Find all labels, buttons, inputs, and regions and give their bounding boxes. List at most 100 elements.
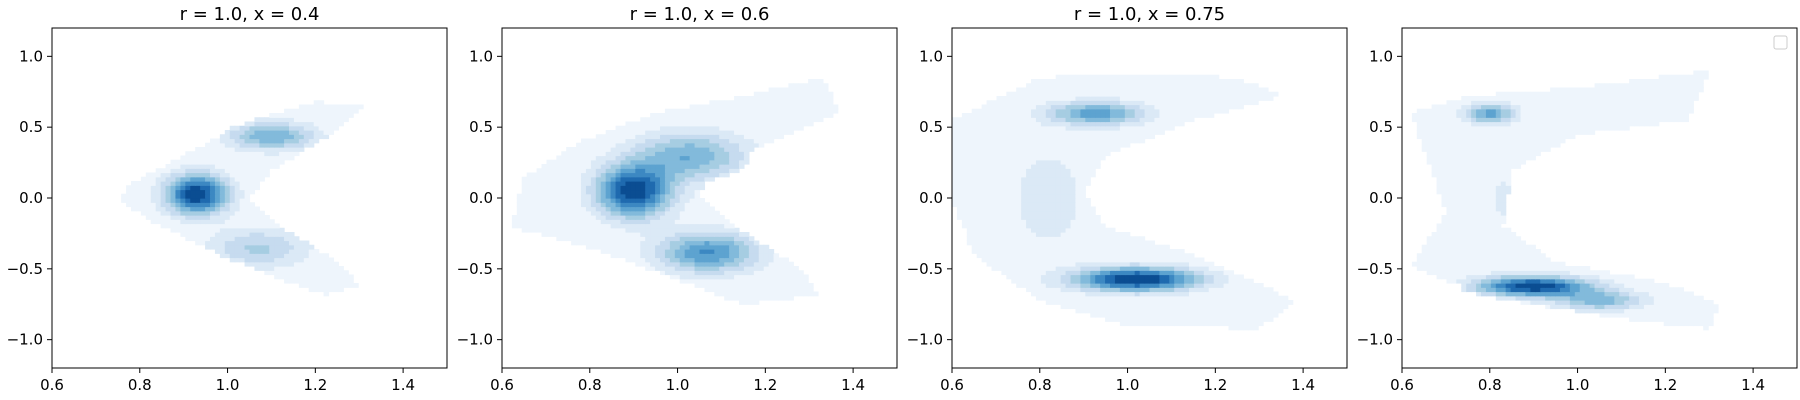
density-cell — [1100, 138, 1106, 144]
density-cell — [224, 181, 231, 186]
density-cell — [1065, 138, 1072, 144]
density-cell — [1154, 287, 1160, 293]
density-cell — [1228, 295, 1235, 301]
density-cell — [1114, 270, 1121, 276]
density-cell — [704, 283, 710, 288]
density-cell — [1144, 125, 1151, 131]
density-cell — [254, 253, 260, 259]
density-cell — [284, 249, 290, 254]
density-cell — [694, 155, 701, 161]
density-cell — [758, 274, 765, 280]
density-cell — [1218, 83, 1225, 89]
density-cell — [660, 176, 666, 182]
density-cell — [704, 104, 710, 110]
density-cell — [660, 185, 666, 191]
density-cell — [645, 232, 651, 237]
density-cell — [1075, 291, 1081, 297]
density-cell — [1050, 159, 1057, 165]
density-cell — [783, 96, 789, 101]
density-cell — [1119, 96, 1126, 101]
density-cell — [655, 147, 661, 152]
density-cell — [758, 266, 765, 271]
density-cell — [734, 257, 740, 263]
density-cell — [1105, 270, 1111, 276]
density-cell — [131, 193, 137, 199]
density-cell — [1040, 278, 1047, 284]
density-cell — [689, 278, 696, 284]
density-cell — [1174, 91, 1180, 97]
density-cell — [1055, 283, 1062, 288]
density-cell — [333, 278, 339, 284]
density-cell — [620, 142, 627, 148]
density-cell — [743, 159, 750, 165]
density-cell — [1203, 100, 1210, 106]
density-cell — [1129, 236, 1136, 242]
density-cell — [674, 138, 681, 144]
density-cell — [279, 270, 285, 276]
density-cell — [1119, 312, 1126, 318]
density-cell — [739, 134, 745, 140]
density-cell — [293, 151, 300, 157]
density-cell — [768, 117, 775, 123]
density-cell — [758, 125, 765, 131]
density-cell — [1174, 108, 1180, 114]
density-cell — [1184, 300, 1190, 305]
density-cell — [981, 147, 988, 152]
density-cell — [205, 198, 211, 203]
density-cell — [966, 164, 973, 169]
density-cell — [1006, 108, 1012, 114]
density-cell — [660, 240, 666, 246]
density-cell — [1026, 283, 1032, 288]
density-cell — [1198, 113, 1205, 118]
density-cell — [1016, 249, 1022, 254]
density-cell — [1035, 125, 1042, 131]
density-cell — [600, 244, 607, 250]
density-cell — [1026, 227, 1032, 233]
density-cell — [753, 240, 760, 246]
density-cell — [1080, 227, 1086, 233]
density-cell — [1198, 295, 1205, 301]
density-cell — [279, 236, 285, 242]
density-cell — [1070, 210, 1077, 216]
density-cell — [205, 176, 211, 182]
density-cell — [679, 240, 686, 246]
density-cell — [303, 104, 310, 110]
density-cell — [719, 227, 725, 233]
density-cell — [1159, 257, 1165, 263]
density-cell — [1055, 249, 1062, 254]
density-cell — [1045, 87, 1052, 93]
density-cell — [1114, 287, 1121, 293]
density-cell — [709, 168, 715, 174]
density-cell — [798, 100, 804, 106]
density-cell — [768, 270, 775, 276]
density-cell — [689, 266, 696, 271]
density-cell — [798, 287, 804, 293]
density-cell — [140, 193, 147, 199]
density-cell — [1060, 172, 1067, 178]
density-cell — [1263, 317, 1269, 322]
density-cell — [1055, 108, 1062, 114]
density-cell — [249, 151, 256, 157]
density-cell — [323, 130, 330, 135]
density-cell — [1095, 215, 1101, 220]
density-cell — [1016, 108, 1022, 114]
density-cell — [748, 287, 755, 293]
density-cell — [1238, 278, 1244, 284]
density-cell — [1193, 100, 1200, 106]
density-cell — [1016, 121, 1022, 127]
density-cell — [1075, 287, 1081, 293]
density-cell — [343, 113, 349, 118]
density-cell — [1095, 83, 1101, 89]
density-cell — [590, 202, 597, 208]
density-cell — [699, 274, 706, 280]
density-cell — [1055, 87, 1062, 93]
density-cell — [561, 189, 567, 195]
density-cell — [650, 130, 656, 135]
density-cell — [798, 283, 804, 288]
density-cell — [298, 278, 305, 284]
density-cell — [1169, 91, 1175, 97]
density-cell — [521, 185, 528, 191]
density-cell — [1090, 300, 1096, 305]
density-cell — [600, 232, 607, 237]
density-cell — [289, 155, 295, 161]
